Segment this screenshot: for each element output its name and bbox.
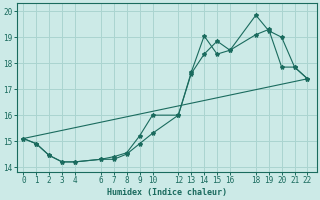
- X-axis label: Humidex (Indice chaleur): Humidex (Indice chaleur): [107, 188, 227, 197]
